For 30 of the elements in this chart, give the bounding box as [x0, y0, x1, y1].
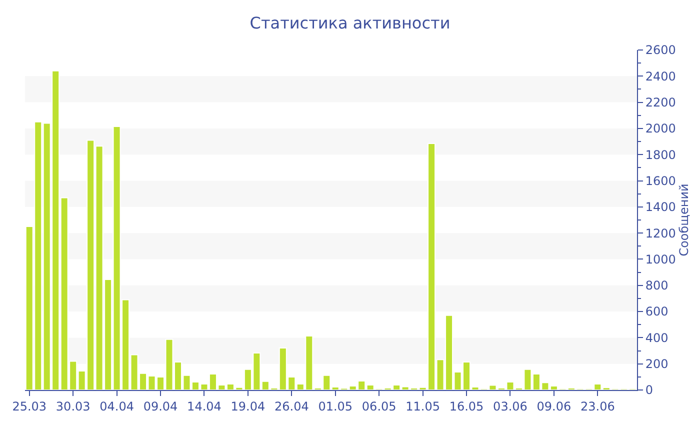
y-tick-label: 1400 — [645, 200, 676, 214]
y-axis-title: Сообщений — [676, 184, 691, 256]
y-tick-label: 800 — [645, 278, 668, 293]
x-tick-label: 09.04 — [143, 399, 178, 414]
chart-title: Статистика активности — [250, 13, 450, 32]
x-tick-label: 11.05 — [406, 399, 440, 414]
y-tick-label: 1000 — [645, 252, 676, 266]
y-tick-label: 1800 — [645, 148, 676, 162]
y-tick-label: 1600 — [645, 174, 676, 188]
y-tick-label: 0 — [645, 383, 654, 398]
x-tick-label: 04.04 — [100, 399, 134, 414]
y-tick-label: 200 — [645, 357, 668, 372]
x-tick-label: 01.05 — [318, 399, 353, 414]
x-tick-label: 06.05 — [362, 399, 396, 414]
x-tick-label: 14.04 — [187, 399, 222, 414]
y-tick-label: 600 — [645, 304, 668, 319]
x-tick-label: 19.04 — [230, 399, 266, 414]
x-tick-label: 16.05 — [449, 399, 484, 414]
y-tick-label: 400 — [645, 330, 668, 345]
x-tick-label: 26.04 — [274, 399, 309, 414]
y-tick-label: 1200 — [645, 226, 676, 240]
y-tick-label: 2000 — [645, 122, 676, 136]
x-tick-label: 03.06 — [493, 399, 528, 414]
x-tick-label: 30.03 — [56, 399, 90, 414]
x-tick-label: 09.06 — [536, 399, 572, 414]
y-tick-label: 2200 — [645, 96, 676, 110]
x-tick-label: 23.06 — [580, 399, 615, 414]
x-tick-label: 25.03 — [12, 399, 47, 414]
y-tick-label: 2400 — [645, 69, 676, 84]
y-tick-label: 2600 — [645, 43, 676, 58]
